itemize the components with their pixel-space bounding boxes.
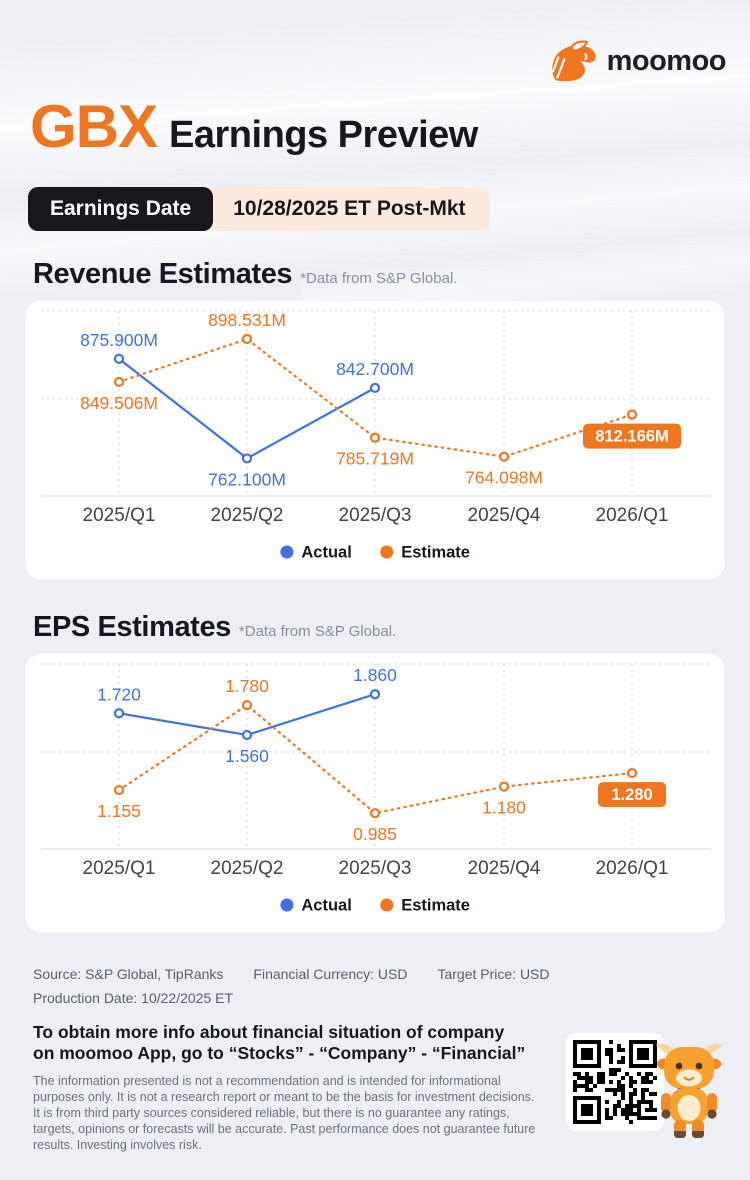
moomoo-logo: moomoo [547, 40, 727, 82]
svg-text:762.100M: 762.100M [208, 469, 286, 489]
earnings-date-value: 10/28/2025 ET Post-Mkt [199, 187, 490, 231]
svg-text:812.166M: 812.166M [595, 428, 668, 446]
svg-text:898.531M: 898.531M [208, 310, 286, 330]
cta-line-1: To obtain more info about financial situ… [33, 1022, 505, 1042]
page-title-text: Earnings Preview [169, 114, 478, 156]
svg-text:Actual: Actual [301, 897, 351, 915]
eps-data-source-note: *Data from S&P Global. [238, 623, 397, 640]
target-price-currency: Target Price: USD [437, 966, 550, 982]
svg-text:1.780: 1.780 [225, 676, 269, 696]
svg-text:2026/Q1: 2026/Q1 [596, 858, 669, 879]
data-source: Source: S&P Global, TipRanks [33, 966, 224, 982]
svg-text:1.560: 1.560 [225, 746, 269, 766]
qr-code [566, 1033, 664, 1131]
revenue-chart-card: 2025/Q1 2025/Q2 2025/Q3 2025/Q4 2026/Q1 875.9… [25, 300, 725, 580]
financial-currency: Financial Currency: USD [253, 966, 408, 982]
revenue-estimates-chart: 2025/Q1 2025/Q2 2025/Q3 2025/Q4 2026/Q1 875.9… [41, 310, 711, 562]
svg-text:1.180: 1.180 [482, 798, 526, 818]
svg-text:875.900M: 875.900M [80, 330, 158, 350]
svg-text:1.280: 1.280 [611, 786, 652, 804]
svg-text:2025/Q3: 2025/Q3 [339, 858, 412, 879]
svg-text:2025/Q2: 2025/Q2 [211, 858, 284, 879]
page-title: GBX Earnings Preview [30, 92, 478, 161]
ticker-symbol: GBX [30, 93, 158, 160]
legal-disclaimer: The information presented is not a recom… [33, 1074, 536, 1152]
qr-code-pattern [573, 1040, 657, 1124]
svg-text:785.719M: 785.719M [336, 449, 414, 469]
svg-text:Estimate: Estimate [401, 897, 470, 915]
revenue-data-source-note: *Data from S&P Global. [300, 270, 458, 287]
svg-text:2025/Q1: 2025/Q1 [83, 505, 156, 526]
svg-text:2025/Q3: 2025/Q3 [339, 505, 412, 526]
eps-section-title: EPS Estimates [33, 611, 231, 643]
eps-chart-card: 2025/Q1 2025/Q2 2025/Q3 2025/Q4 2026/Q1 1.720… [25, 653, 725, 933]
svg-text:0.985: 0.985 [353, 824, 397, 844]
production-date: Production Date: 10/22/2025 ET [33, 990, 234, 1006]
report-meta: Source: S&P Global, TipRanks Financial C… [33, 966, 550, 1006]
app-cta-text: To obtain more info about financial situ… [33, 1022, 525, 1064]
svg-text:1.860: 1.860 [353, 665, 397, 685]
svg-text:2025/Q4: 2025/Q4 [468, 858, 541, 879]
moomoo-bull-icon [551, 40, 596, 82]
svg-text:Estimate: Estimate [401, 544, 470, 562]
svg-text:2026/Q1: 2026/Q1 [596, 505, 669, 526]
svg-text:849.506M: 849.506M [80, 393, 158, 413]
svg-text:Actual: Actual [301, 544, 351, 562]
svg-text:2025/Q1: 2025/Q1 [83, 858, 156, 879]
svg-text:1.720: 1.720 [97, 684, 141, 704]
revenue-section-title: Revenue Estimates [33, 258, 293, 290]
revenue-section-header: Revenue Estimates *Data from S&P Global. [33, 258, 457, 291]
earnings-date-row: Earnings Date 10/28/2025 ET Post-Mkt [28, 187, 490, 231]
cta-line-2: on moomoo App, go to “Stocks” - “Company… [33, 1043, 526, 1063]
svg-text:2025/Q4: 2025/Q4 [468, 505, 541, 526]
moomoo-logo-text: moomoo [606, 44, 727, 77]
svg-text:1.155: 1.155 [97, 801, 141, 821]
earnings-date-label: Earnings Date [28, 187, 214, 231]
eps-estimates-chart: 2025/Q1 2025/Q2 2025/Q3 2025/Q4 2026/Q1 1.720… [41, 663, 711, 915]
svg-text:842.700M: 842.700M [336, 359, 414, 379]
moomoo-mascot-bull [656, 1043, 722, 1138]
svg-text:2025/Q2: 2025/Q2 [211, 505, 284, 526]
eps-section-header: EPS Estimates *Data from S&P Global. [33, 611, 396, 644]
svg-text:764.098M: 764.098M [465, 468, 543, 488]
